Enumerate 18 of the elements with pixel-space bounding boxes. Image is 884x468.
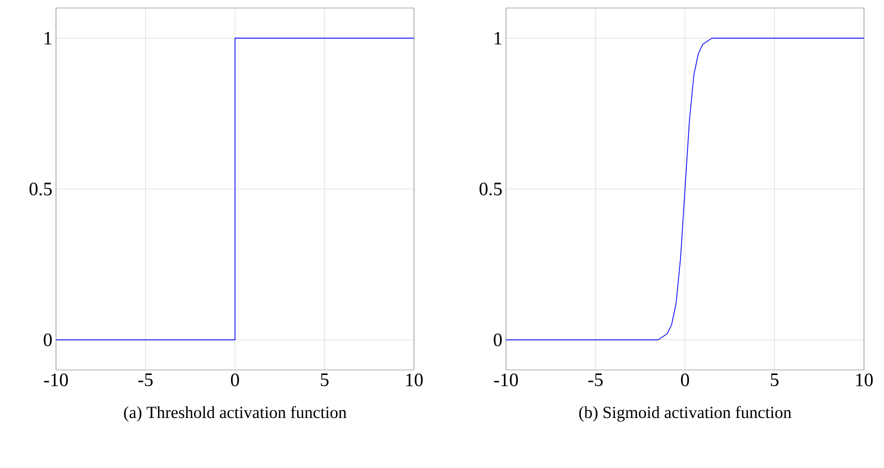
y-tick-label: 0.5	[480, 182, 502, 196]
x-tick-label: -10	[494, 374, 518, 386]
x-tick-label: 0	[680, 374, 690, 386]
x-tick-label: -5	[138, 374, 153, 386]
x-tick-label: -10	[44, 374, 68, 386]
y-tick-label: 0.5	[30, 182, 52, 196]
x-tick-label: 10	[856, 374, 873, 386]
text: (a) Threshold activation function	[124, 406, 346, 422]
y-tick-label: 0	[494, 333, 502, 346]
x-tick-label: -5	[588, 374, 603, 386]
y-tick-label: 1	[44, 32, 52, 44]
y-tick-label: 1	[494, 32, 502, 44]
text: (b) Sigmoid activation function	[579, 406, 792, 422]
x-tick-label: 5	[770, 374, 778, 386]
x-tick-label: 5	[320, 374, 328, 386]
y-tick-label: 0	[44, 333, 52, 346]
x-tick-label: 0	[230, 374, 240, 386]
x-tick-label: 10	[406, 374, 423, 386]
